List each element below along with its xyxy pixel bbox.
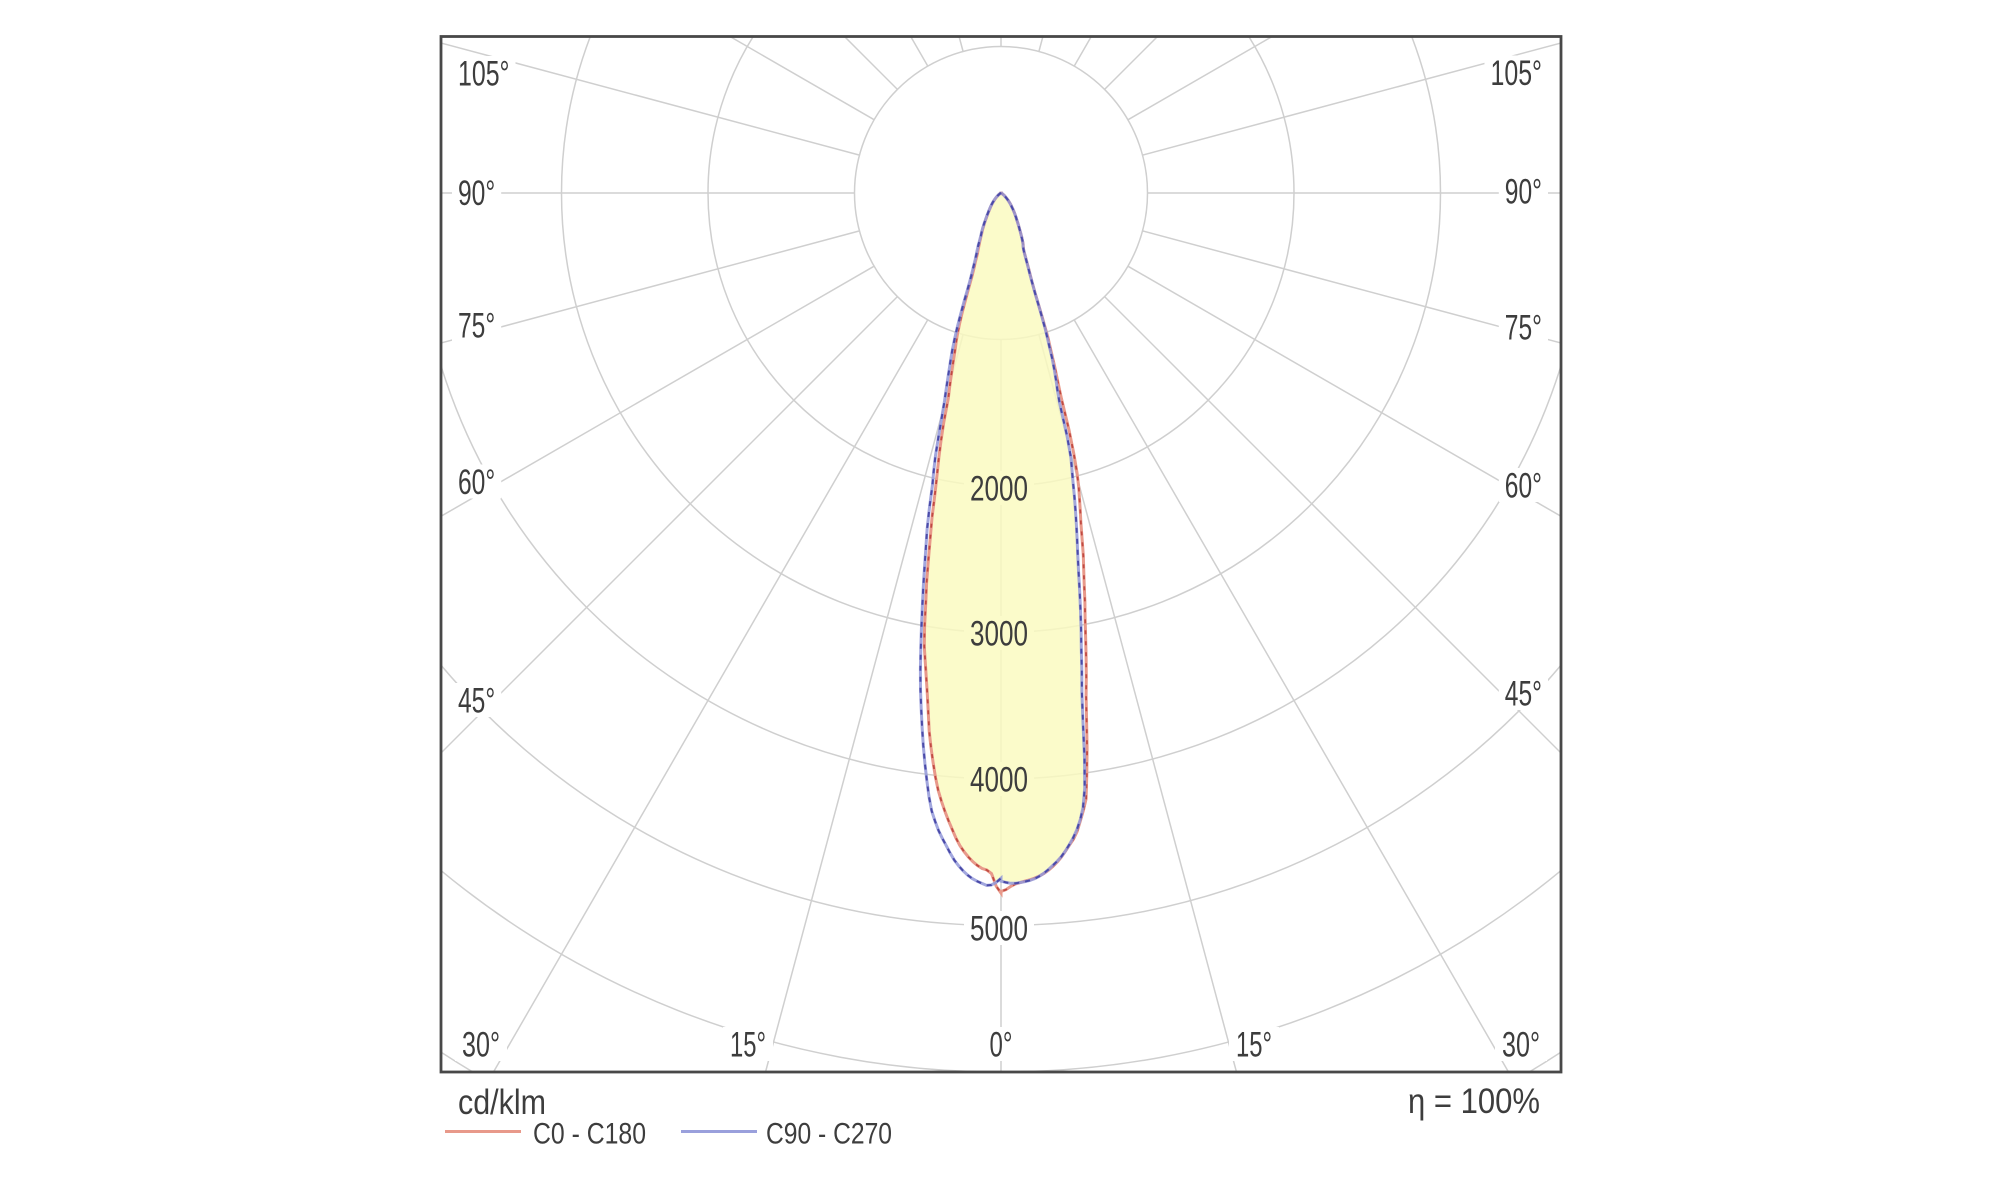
svg-text:15°: 15° (1236, 1025, 1272, 1064)
svg-text:5000: 5000 (970, 909, 1028, 948)
svg-text:75°: 75° (458, 306, 495, 345)
svg-text:75°: 75° (1505, 308, 1542, 347)
svg-text:0°: 0° (990, 1025, 1013, 1064)
svg-text:45°: 45° (458, 681, 495, 720)
svg-text:30°: 30° (462, 1025, 500, 1064)
svg-text:15°: 15° (730, 1025, 766, 1064)
svg-text:105°: 105° (458, 54, 510, 93)
svg-text:90°: 90° (1505, 172, 1542, 211)
svg-text:C90 - C270: C90 - C270 (766, 1118, 892, 1151)
svg-text:cd/klm: cd/klm (458, 1083, 546, 1122)
svg-text:4000: 4000 (970, 760, 1028, 799)
svg-text:45°: 45° (1505, 674, 1542, 713)
svg-text:105°: 105° (1491, 54, 1543, 93)
svg-text:2000: 2000 (970, 469, 1028, 508)
svg-text:60°: 60° (1505, 466, 1542, 505)
svg-text:60°: 60° (458, 463, 495, 502)
svg-text:90°: 90° (458, 174, 495, 213)
svg-text:C0 - C180: C0 - C180 (533, 1118, 646, 1151)
svg-text:30°: 30° (1502, 1025, 1540, 1064)
svg-text:η = 100%: η = 100% (1408, 1082, 1540, 1121)
svg-text:3000: 3000 (970, 614, 1028, 653)
